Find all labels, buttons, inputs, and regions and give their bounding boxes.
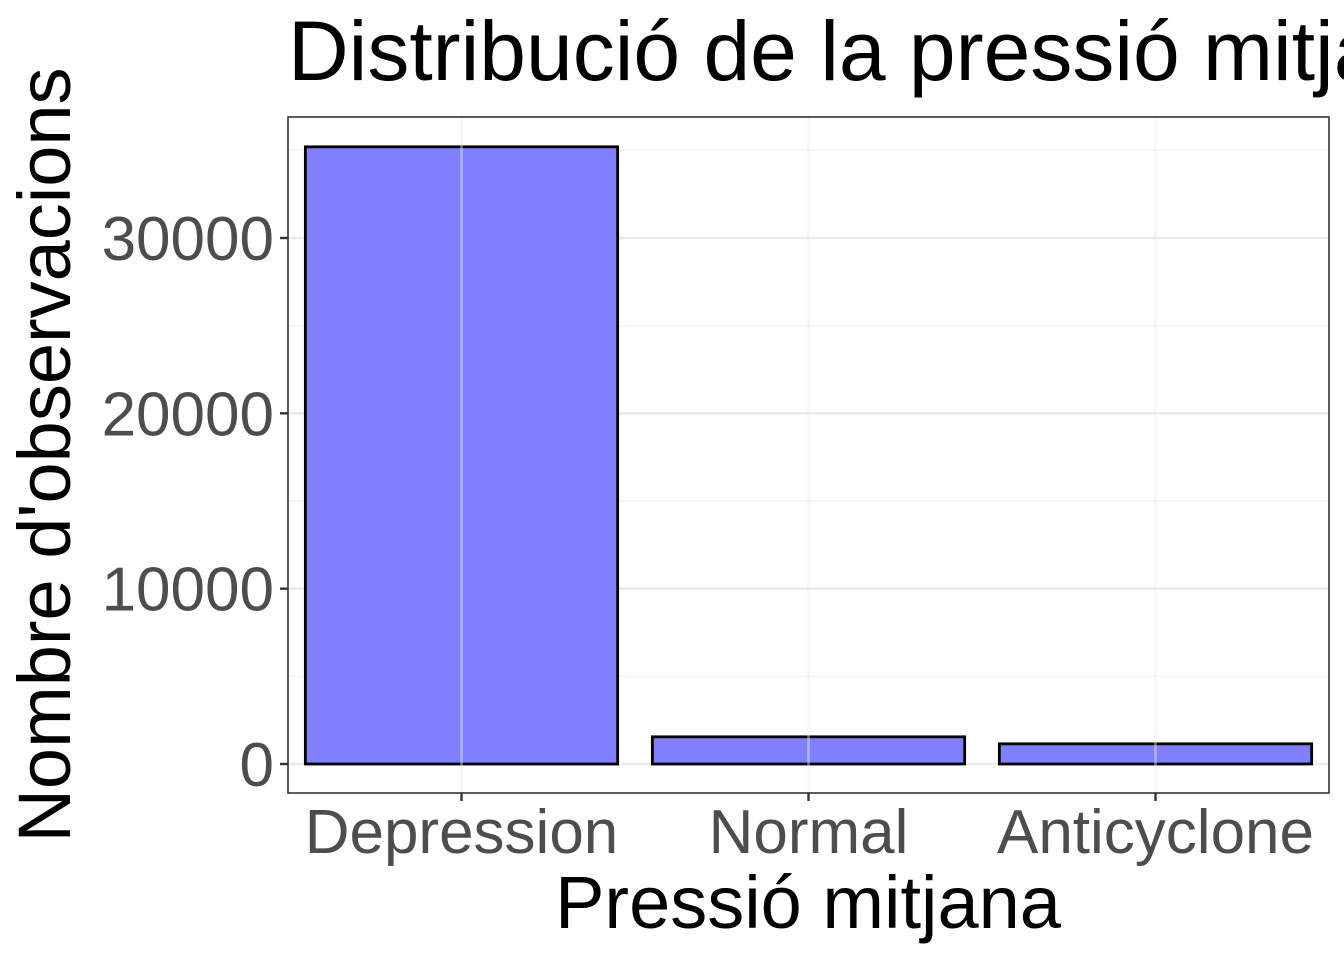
y-tick-label: 0 <box>240 731 274 800</box>
y-tick-label: 30000 <box>102 205 274 274</box>
bar-anticyclone <box>997 742 1314 766</box>
chart-title: Distribució de la pressió mitjana <box>288 4 1344 98</box>
bar-depression <box>303 145 620 766</box>
y-tick-label: 10000 <box>102 556 274 625</box>
bar-normal <box>650 735 967 766</box>
x-tick-label: Anticyclone <box>997 798 1314 867</box>
y-tick-label: 20000 <box>102 380 274 449</box>
x-axis-ticks: Depression Normal Anticyclone <box>305 793 1314 867</box>
y-axis-ticks: 0 10000 20000 30000 <box>102 205 288 800</box>
y-axis-title: Nombre d'observacions <box>3 67 86 842</box>
x-tick-label: Normal <box>709 798 909 867</box>
bars <box>303 145 1314 766</box>
x-tick-label: Depression <box>305 798 619 867</box>
vertical-gridlines <box>460 117 1157 793</box>
x-axis-title: Pressió mitjana <box>555 861 1062 944</box>
